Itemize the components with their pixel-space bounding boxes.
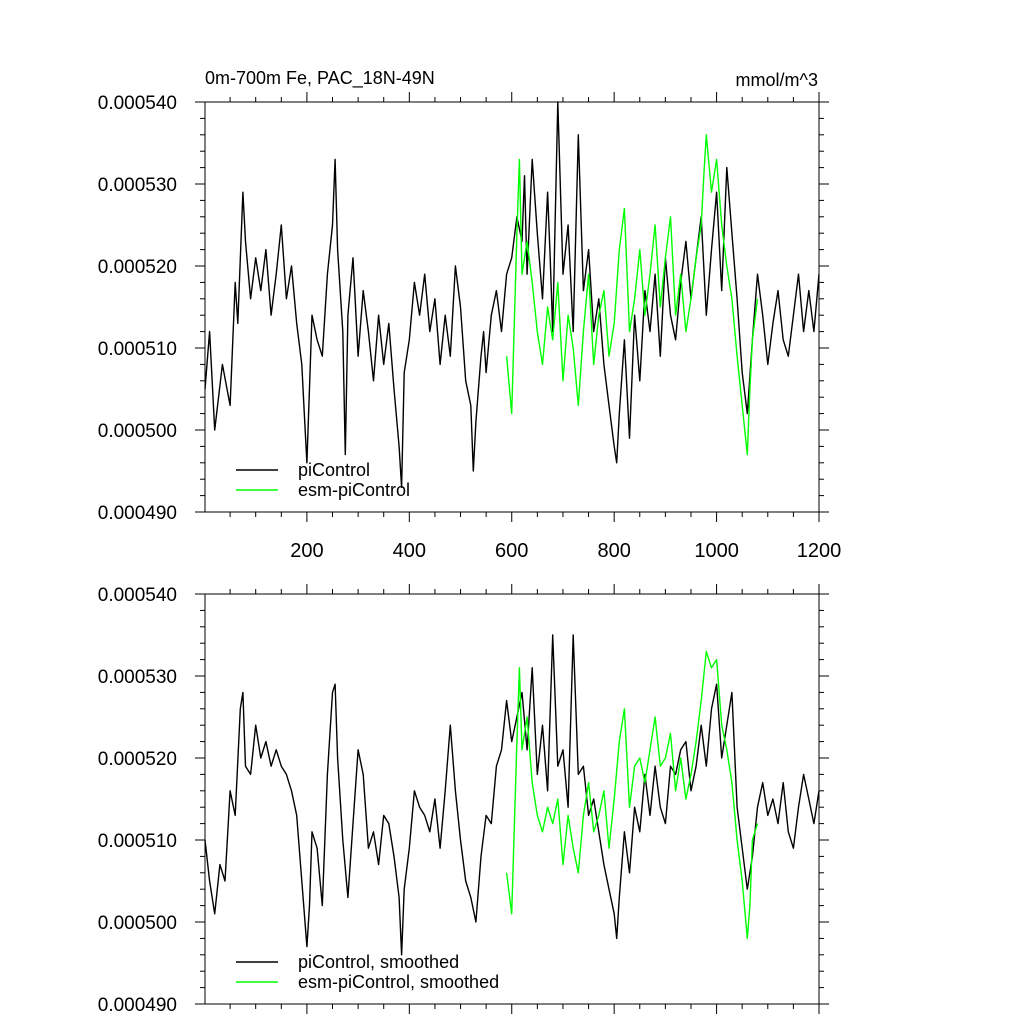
series-line-picontrol bbox=[204, 101, 820, 489]
x-tick-label: 600 bbox=[495, 540, 528, 562]
x-tick-label: 1200 bbox=[797, 540, 842, 562]
y-tick-label: 0.000510 bbox=[98, 831, 177, 852]
smoothed-series-lines bbox=[204, 634, 820, 956]
y-tick-label: 0.000510 bbox=[98, 339, 177, 360]
y-tick-label: 0.000530 bbox=[98, 175, 177, 196]
units-label: mmol/m^3 bbox=[736, 70, 818, 90]
smoothed-series-panel: 0.000490 0.000500 0.000510 0.000520 0.000530… bbox=[98, 584, 829, 1016]
smoothed-axis-ticks: 0.000490 0.000500 0.000510 0.000520 0.000530… bbox=[98, 584, 829, 1016]
raw-series-lines bbox=[204, 101, 820, 489]
legend-label-esm-picontrol-smoothed: esm-piControl, smoothed bbox=[298, 972, 499, 992]
y-tick-label: 0.000490 bbox=[98, 503, 177, 524]
raw-series-panel: 0.000490 0.000500 0.000510 0.000520 0.000530… bbox=[98, 92, 842, 562]
legend-label-esm-picontrol: esm-piControl bbox=[298, 480, 410, 500]
y-tick-label: 0.000500 bbox=[98, 913, 177, 934]
series-line-esm-picontrol-smoothed bbox=[505, 650, 759, 940]
legend-label-picontrol-smoothed: piControl, smoothed bbox=[298, 952, 459, 972]
y-tick-label: 0.000530 bbox=[98, 667, 177, 688]
series-line-esm-picontrol bbox=[505, 134, 759, 456]
y-tick-label: 0.000500 bbox=[98, 421, 177, 442]
y-tick-label: 0.000520 bbox=[98, 749, 177, 770]
x-tick-label: 800 bbox=[597, 540, 630, 562]
legend-label-picontrol: piControl bbox=[298, 460, 370, 480]
panel-title: 0m-700m Fe, PAC_18N-49N bbox=[205, 68, 435, 89]
raw-axis-ticks: 0.000490 0.000500 0.000510 0.000520 0.000530… bbox=[98, 92, 842, 562]
y-tick-label: 0.000540 bbox=[98, 93, 177, 114]
y-tick-label: 0.000540 bbox=[98, 585, 177, 606]
y-tick-label: 0.000520 bbox=[98, 257, 177, 278]
x-tick-label: 200 bbox=[290, 540, 323, 562]
y-tick-label: 0.000490 bbox=[98, 995, 177, 1016]
x-tick-label: 1000 bbox=[694, 540, 739, 562]
x-tick-label: 400 bbox=[393, 540, 426, 562]
series-line-picontrol-smoothed bbox=[204, 634, 820, 956]
